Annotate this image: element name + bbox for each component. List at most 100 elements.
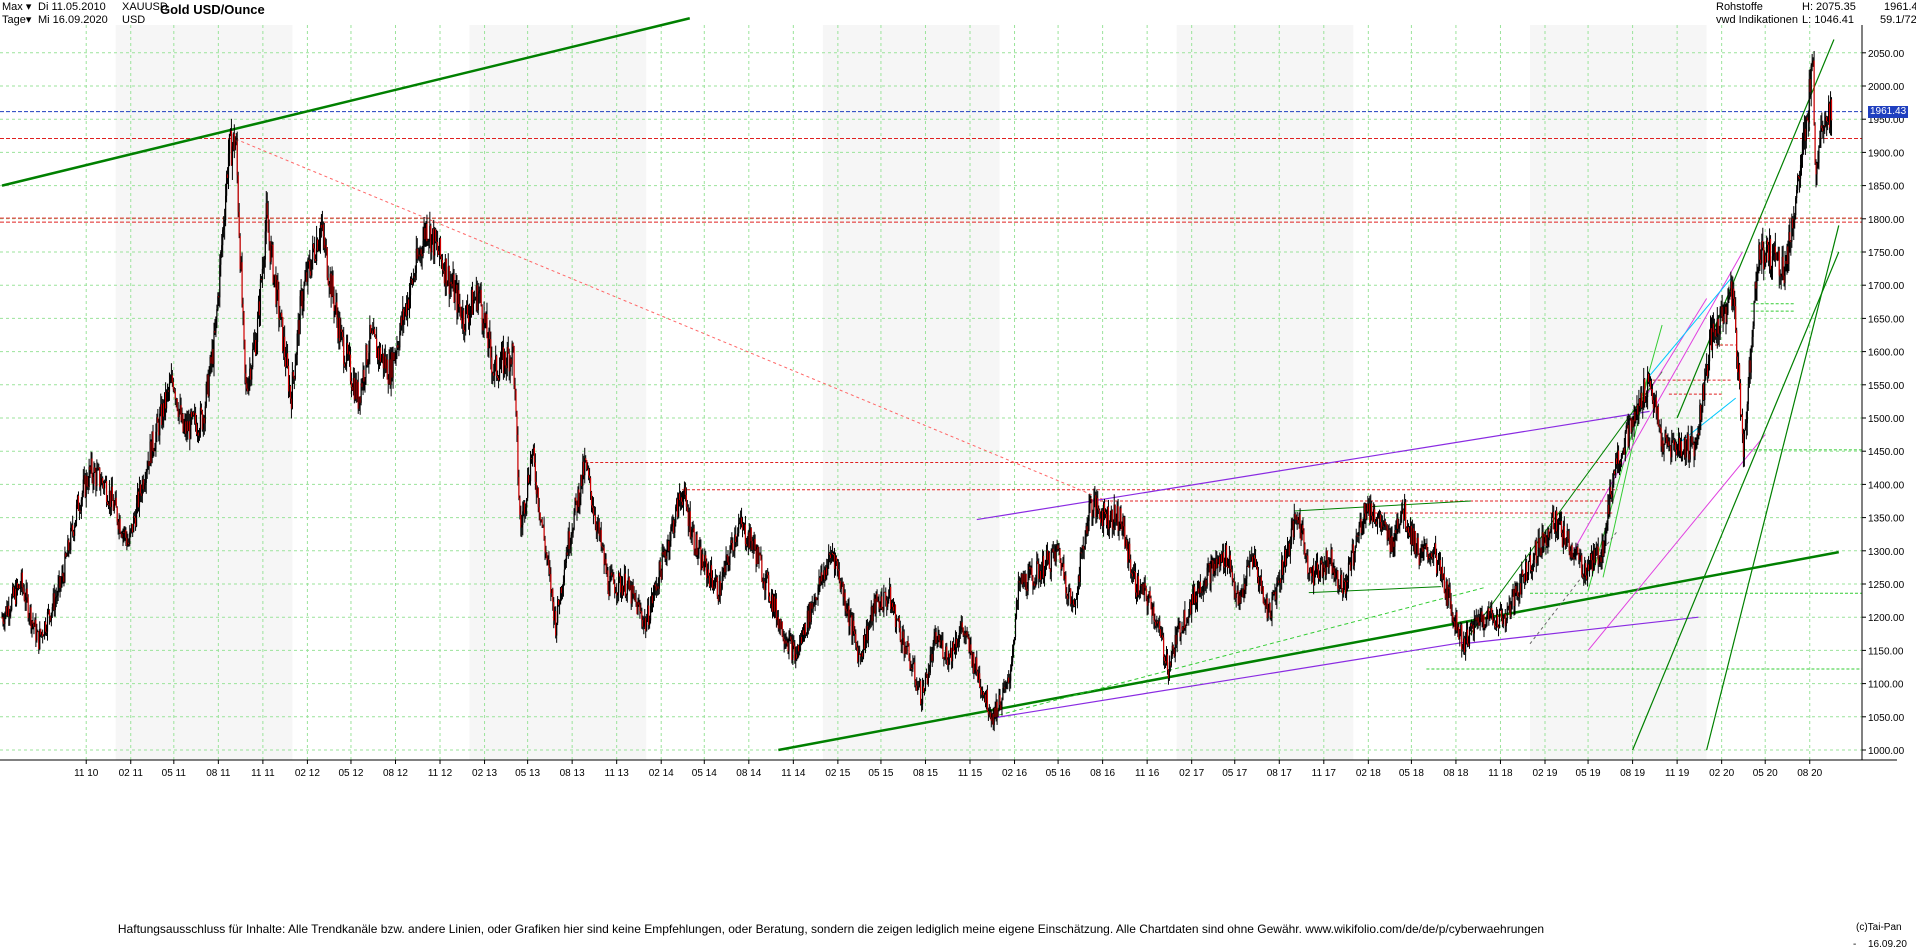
candle-body: [951, 647, 953, 662]
candle-body: [1091, 499, 1093, 517]
candle-body: [1735, 306, 1737, 331]
candle-body: [590, 491, 593, 506]
candle-body: [1119, 508, 1121, 527]
candle-body: [91, 458, 93, 478]
candle-body: [1281, 559, 1283, 583]
candle-body: [1137, 576, 1140, 596]
candle-body: [1310, 567, 1312, 574]
candle-body: [1440, 567, 1443, 575]
candle-body: [156, 417, 158, 432]
candle-body: [535, 481, 537, 495]
candle-body: [303, 284, 305, 301]
candle-body: [411, 280, 414, 284]
candle-body: [981, 692, 984, 695]
candle-body: [1463, 638, 1465, 650]
candle-body: [55, 597, 57, 599]
candle-body: [665, 555, 667, 559]
currency: USD: [122, 14, 146, 26]
candle-body: [1529, 555, 1532, 571]
candle-body: [736, 536, 738, 543]
candle-body: [275, 275, 277, 305]
candle-body: [1237, 590, 1239, 605]
interval-dropdown[interactable]: Tage▾: [2, 14, 31, 27]
candle-body: [616, 592, 618, 596]
candle-body: [477, 293, 479, 311]
candle-body: [701, 554, 703, 570]
candle-body: [222, 229, 224, 246]
candle-body: [1373, 509, 1375, 522]
candle-body: [1752, 326, 1754, 338]
candle-body: [1333, 567, 1335, 573]
candle-body: [1122, 517, 1124, 531]
candle-body: [412, 276, 414, 284]
candle-body: [758, 553, 760, 564]
candle-body: [1294, 513, 1296, 520]
candle-body: [883, 592, 885, 611]
candle-body: [1658, 425, 1660, 427]
candle-body: [1068, 591, 1070, 599]
candle-body: [603, 548, 605, 565]
candle-body: [1502, 617, 1504, 624]
candle-body: [819, 577, 821, 585]
x-tick-label: 11 14: [781, 768, 806, 779]
candle-body: [1067, 595, 1069, 599]
x-tick-label: 05 17: [1222, 768, 1247, 779]
candle-body: [392, 353, 394, 378]
candle-body: [103, 483, 105, 489]
candle-body: [487, 337, 489, 349]
candle-body: [1799, 165, 1802, 179]
candle-body: [1232, 579, 1234, 581]
candle-body: [601, 546, 603, 548]
candle-body: [1165, 654, 1168, 664]
candle-body: [1427, 551, 1429, 560]
candle-body: [320, 224, 323, 228]
range-dropdown[interactable]: Max ▾: [2, 1, 31, 14]
candle-body: [1823, 125, 1825, 132]
candle-body: [376, 348, 379, 358]
candle-body: [1011, 649, 1014, 663]
candle-body: [226, 174, 229, 178]
candle-body: [299, 296, 301, 335]
candle-body: [1056, 545, 1058, 547]
candle-body: [908, 645, 910, 659]
candle-body: [1314, 572, 1316, 585]
candle-body: [459, 304, 461, 307]
candle-body: [213, 330, 215, 364]
candle-body: [1601, 541, 1603, 563]
candle-body: [862, 635, 865, 657]
candle-body: [398, 347, 400, 349]
candle-body: [1071, 602, 1073, 604]
candle-body: [1262, 586, 1264, 603]
candle-body: [1093, 498, 1095, 511]
candle-body: [864, 641, 867, 650]
candle-body: [884, 592, 886, 593]
candle-body: [1713, 330, 1715, 333]
candle-body: [311, 259, 313, 276]
candle-body: [1532, 559, 1534, 571]
candle-body: [1788, 232, 1790, 264]
x-tick-label: 02 15: [825, 768, 850, 779]
candle-body: [43, 635, 45, 637]
candle-body: [721, 576, 723, 589]
candle-body: [714, 578, 717, 587]
candle-body: [298, 320, 300, 335]
candle-body: [1560, 521, 1563, 533]
candle-body: [252, 349, 254, 367]
candle-body: [272, 244, 274, 283]
candle-body: [949, 653, 951, 658]
candle-body: [678, 493, 681, 500]
candle-body: [1524, 574, 1526, 583]
candle-body: [1344, 580, 1346, 582]
candle-body: [1365, 513, 1367, 519]
candle-body: [992, 713, 994, 725]
candle-body: [1029, 566, 1031, 570]
candle-body: [649, 605, 652, 621]
candle-body: [1464, 638, 1466, 653]
candle-body: [1193, 586, 1196, 604]
candle-body: [1741, 415, 1744, 434]
candle-body: [233, 133, 235, 150]
candle-body: [1209, 563, 1211, 584]
candle-body: [1535, 541, 1537, 564]
candle-body: [1036, 561, 1038, 582]
candle-body: [735, 534, 737, 543]
